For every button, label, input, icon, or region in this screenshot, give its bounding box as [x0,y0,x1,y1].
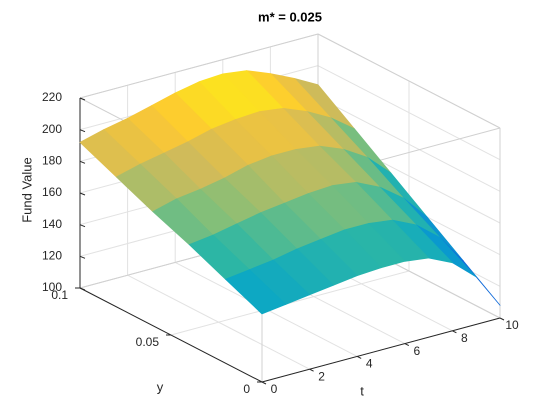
x-tick-label: 4 [366,357,373,371]
x-tick [309,368,314,372]
z-tick [79,255,86,259]
z-axis-label: Fund Value [19,157,34,223]
x-tick [452,330,457,334]
axis-box [317,33,501,129]
z-tick-label: 160 [42,185,62,199]
x-tick [261,381,267,385]
x-tick-label: 0 [271,382,278,396]
x-axis-label: t [360,383,364,398]
z-tick-label: 140 [42,217,62,231]
x-tick-label: 10 [505,318,519,332]
z-tick [79,287,86,291]
z-tick-label: 120 [42,249,62,263]
x-tick-label: 2 [318,369,325,383]
y-tick-label: 0.05 [136,335,160,349]
z-tick-label: 200 [42,122,62,136]
axis-box [79,33,319,99]
x-tick-label: 6 [413,344,420,358]
x-tick [404,343,410,347]
y-tick-label: 0 [243,382,250,396]
axis-line [261,317,501,383]
x-tick [356,355,362,359]
z-tick [79,192,86,196]
z-tick [79,97,86,101]
z-tick-label: 220 [42,90,62,104]
grid-line [317,65,501,161]
z-tick [79,224,86,228]
x-tick [499,317,505,321]
chart-title: m* = 0.025 [258,9,322,24]
z-tick [79,129,86,133]
surface-face [225,269,287,315]
y-axis-label: y [157,379,164,394]
x-tick-label: 8 [461,331,468,345]
z-tick-label: 180 [42,154,62,168]
y-tick-label: 0.1 [51,288,68,302]
z-tick-label: 100 [42,280,62,294]
z-tick [79,160,86,164]
grid-line [317,96,501,192]
